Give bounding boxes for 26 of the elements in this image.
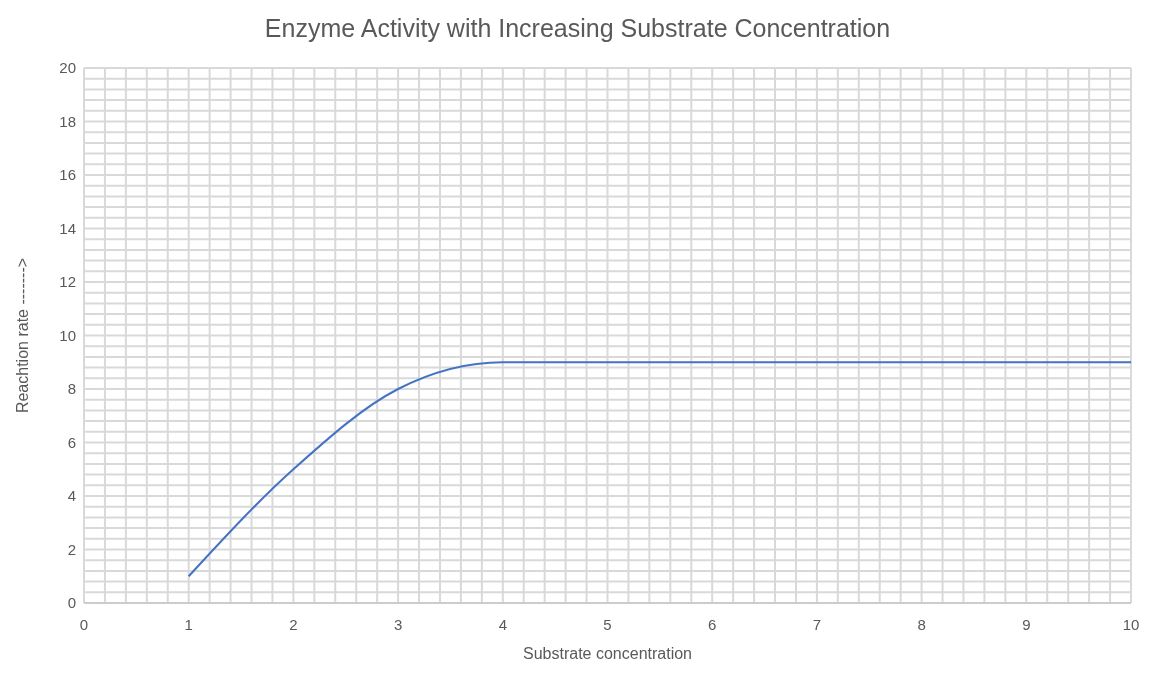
y-tick-label: 0 — [67, 594, 76, 612]
y-tick-label: 16 — [59, 166, 76, 184]
x-tick-label: 0 — [79, 615, 89, 633]
x-tick-label: 4 — [498, 615, 507, 633]
x-axis-title: Substrate concentration — [523, 645, 692, 662]
x-tick-label: 9 — [1022, 615, 1031, 633]
y-tick-label: 6 — [67, 433, 76, 451]
y-tick-label: 20 — [59, 59, 76, 77]
x-tick-label: 7 — [812, 615, 822, 633]
y-tick-label: 8 — [67, 380, 76, 398]
x-tick-label: 1 — [184, 615, 193, 633]
y-axis-title: Reachtion rate -------> — [13, 257, 31, 414]
x-tick-label: 10 — [1122, 615, 1140, 633]
x-tick-label: 5 — [603, 615, 612, 633]
y-tick-label: 14 — [59, 219, 76, 237]
x-tick-label: 8 — [917, 615, 926, 633]
y-tick-label: 12 — [59, 273, 76, 291]
x-tick-label: 2 — [289, 615, 298, 633]
y-tick-label: 18 — [59, 112, 76, 130]
y-tick-label: 10 — [59, 326, 76, 344]
chart-title: Enzyme Activity with Increasing Substrate Concentration — [263, 13, 892, 44]
y-tick-label: 2 — [67, 540, 76, 558]
x-tick-label: 6 — [708, 615, 717, 633]
line-series — [187, 361, 1131, 578]
y-tick-label: 4 — [67, 487, 76, 505]
x-tick-label: 3 — [393, 615, 403, 633]
